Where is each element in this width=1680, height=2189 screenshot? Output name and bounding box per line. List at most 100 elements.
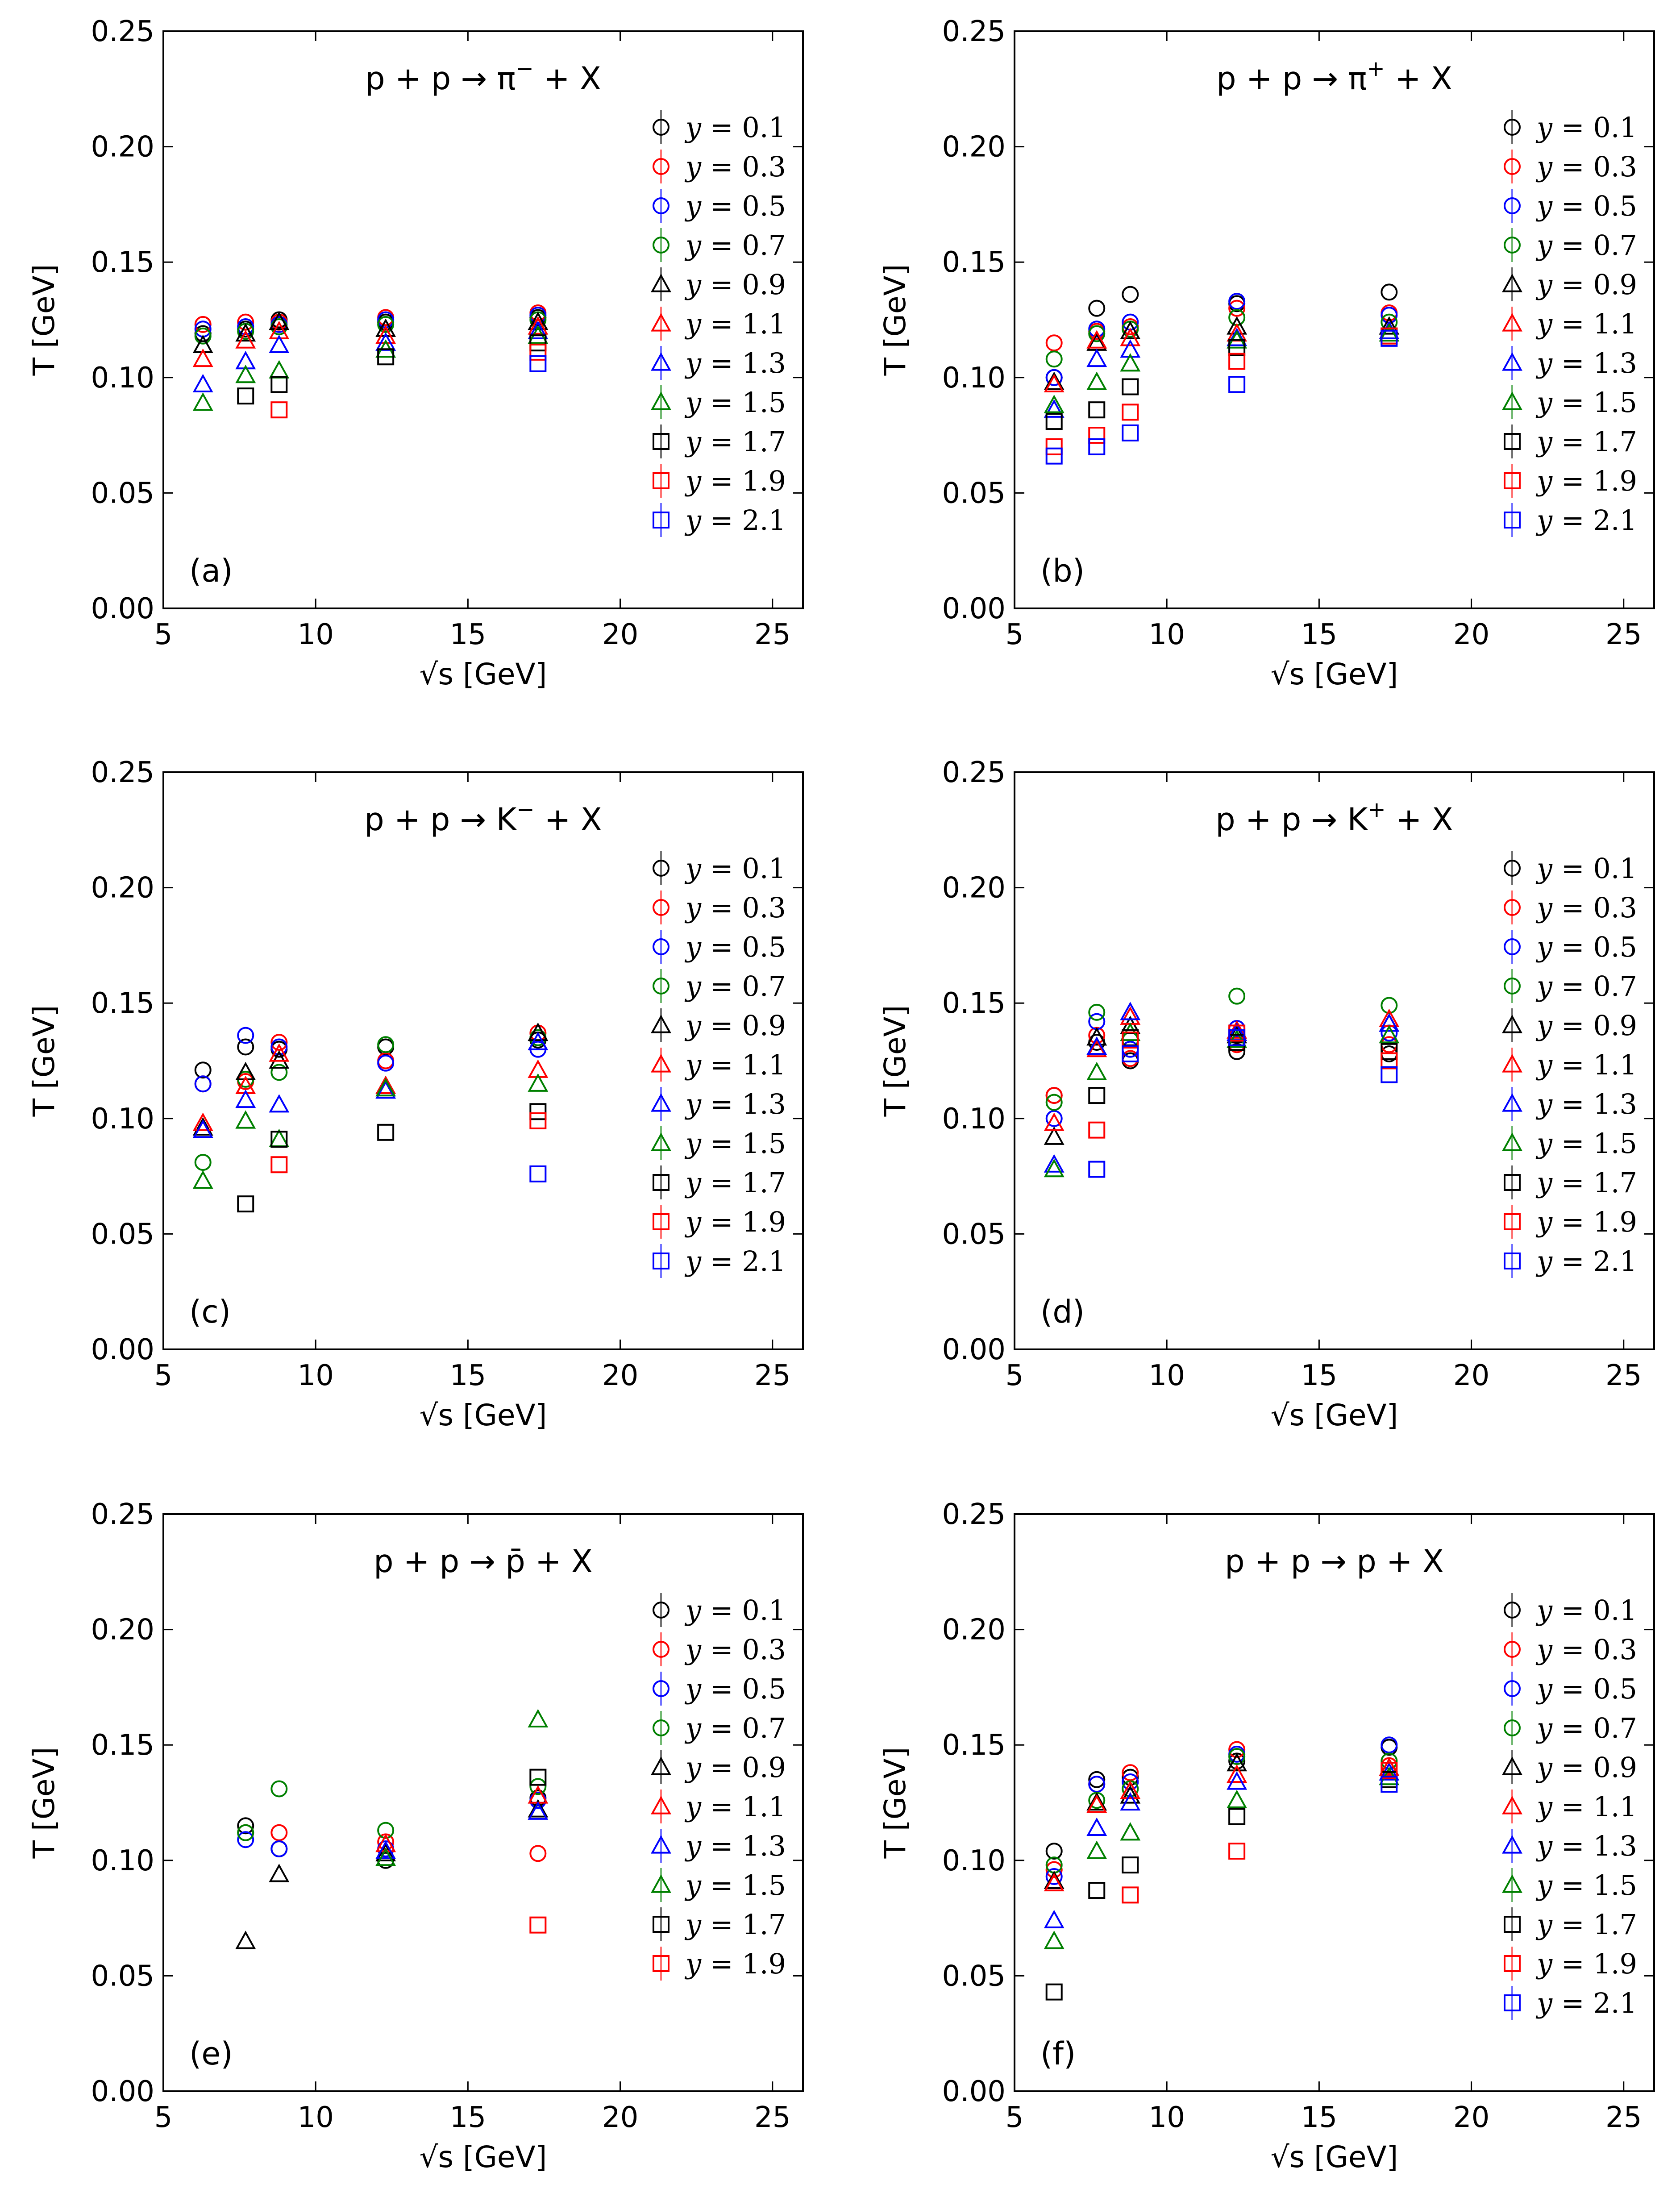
legend-value: 1.3 [742, 1830, 786, 1862]
legend-marker [653, 1719, 670, 1736]
legend-value: 1.1 [742, 308, 786, 340]
legend-value: 1.7 [1593, 425, 1637, 458]
legend-var: y = [1535, 1987, 1593, 2019]
x-tick-label: 15 [450, 2101, 486, 2134]
legend-label: y = 1.5 [1535, 1869, 1637, 1902]
legend-label: y = 0.3 [684, 891, 786, 924]
data-point-y-1.7 [270, 1131, 288, 1148]
data-point-y-1.5 [375, 1078, 396, 1097]
x-tick-label: 20 [1453, 2101, 1489, 2134]
legend-marker [1504, 472, 1521, 489]
data-point-y-1.9 [1228, 1843, 1246, 1860]
legend-value: 1.5 [742, 1869, 786, 1902]
data-point-y-1.1 [375, 325, 396, 344]
legend-marker [653, 860, 670, 877]
x-tick-label: 15 [1301, 618, 1337, 651]
data-point-y-0.7 [194, 327, 212, 345]
legend-var: y = [1535, 1790, 1593, 1823]
y-tick-label: 0.00 [91, 2075, 155, 2108]
legend-marker [653, 158, 670, 175]
legend-label: y = 0.7 [1535, 970, 1637, 1003]
data-point-y-2.1 [529, 1165, 547, 1182]
legend-var: y = [1535, 1166, 1593, 1199]
data-point-y-0.1 [237, 1038, 254, 1056]
x-tick-label: 5 [1006, 2101, 1024, 2134]
legend-value: 2.1 [1593, 504, 1637, 537]
legend-value: 1.5 [742, 386, 786, 419]
legend-var: y = [1535, 386, 1593, 419]
y-tick-label: 0.00 [942, 592, 1006, 625]
legend-marker [1504, 1916, 1521, 1933]
data-point-y-1.7 [1045, 413, 1063, 430]
legend-marker [1504, 237, 1521, 254]
legend-label: y = 0.7 [1535, 1712, 1637, 1744]
legend-var: y = [1535, 1712, 1593, 1744]
data-point-y-0.5 [1045, 369, 1063, 386]
legend-marker [1504, 197, 1521, 214]
panel-label: (a) [189, 553, 233, 589]
data-point-y-1.7 [1228, 1808, 1246, 1825]
data-point-y-1.5 [1120, 353, 1141, 372]
legend-var: y = [684, 1790, 742, 1823]
x-tick-label: 25 [754, 1359, 790, 1392]
legend-var: y = [1535, 1245, 1593, 1278]
data-point-y-2.1 [529, 355, 547, 372]
data-point-y-1.5 [1044, 395, 1065, 413]
legend-var: y = [1535, 1206, 1593, 1238]
legend-var: y = [1535, 1633, 1593, 1666]
data-point-y-0.1 [1122, 286, 1139, 303]
legend-var: y = [1535, 1751, 1593, 1784]
chart-title-suffix: + X [534, 60, 601, 97]
data-point-y-0.3 [1045, 334, 1063, 352]
y-tick-label: 0.00 [91, 592, 155, 625]
legend-var: y = [684, 1049, 742, 1081]
legend-marker [653, 512, 670, 529]
data-point-y-1.5 [235, 1110, 256, 1129]
legend-value: 1.3 [742, 1088, 786, 1120]
legend-value: 0.5 [742, 931, 786, 963]
legend-var: y = [1535, 1049, 1593, 1081]
legend-var: y = [684, 891, 742, 924]
legend-value: 1.5 [1593, 1127, 1637, 1160]
x-tick-label: 20 [602, 1359, 638, 1392]
legend-marker [1502, 1874, 1522, 1893]
legend-var: y = [1535, 268, 1593, 301]
chart-title-suffix: + X [525, 1543, 593, 1580]
y-tick-label: 0.25 [91, 756, 155, 789]
y-tick-label: 0.10 [942, 1103, 1006, 1136]
legend-value: 1.9 [1593, 465, 1637, 497]
data-point-y-0.9 [192, 1117, 213, 1136]
legend-marker [653, 938, 670, 955]
legend-label: y = 0.5 [1535, 190, 1637, 222]
x-axis-label: √s [GeV] [1271, 657, 1398, 691]
legend-label: y = 1.7 [684, 425, 786, 458]
data-point-y-1.1 [1044, 374, 1065, 392]
y-tick-label: 0.00 [942, 2075, 1006, 2108]
legend-var: y = [684, 1830, 742, 1862]
data-point-y-1.5 [1086, 1061, 1107, 1080]
data-point-y-1.1 [1120, 1780, 1141, 1799]
data-point-y-0.5 [1122, 1773, 1139, 1790]
data-point-y-1.5 [1044, 1931, 1065, 1949]
y-tick-label: 0.10 [942, 1844, 1006, 1877]
data-point-y-1.5 [1227, 1029, 1248, 1048]
x-axis-label: √s [GeV] [1271, 2140, 1398, 2174]
y-tick-label: 0.15 [91, 1729, 155, 1762]
legend-label: y = 0.5 [684, 1673, 786, 1705]
legend-value: 2.1 [742, 1245, 786, 1278]
legend-var: y = [684, 465, 742, 497]
y-tick-label: 0.25 [942, 1498, 1006, 1531]
y-tick-label: 0.20 [942, 872, 1006, 905]
data-point-y-1.9 [1381, 1762, 1398, 1779]
data-point-y-1.1 [1086, 1038, 1107, 1057]
legend-label: y = 1.5 [1535, 386, 1637, 419]
chart-title: p + p → p + X [1225, 1543, 1444, 1580]
legend-marker [1504, 1602, 1521, 1619]
data-point-y-1.1 [192, 348, 213, 367]
legend-var: y = [684, 1869, 742, 1902]
legend-value: 0.1 [742, 1594, 786, 1627]
data-point-y-1.1 [1044, 1112, 1065, 1131]
chart-panel-e: 5 10 15 20 25 0.00 0.05 0.10 0.15 0.20 0.25 √s [GeV… [27, 1498, 804, 2174]
legend-marker [1504, 1955, 1521, 1972]
legend-var: y = [1535, 1908, 1593, 1941]
